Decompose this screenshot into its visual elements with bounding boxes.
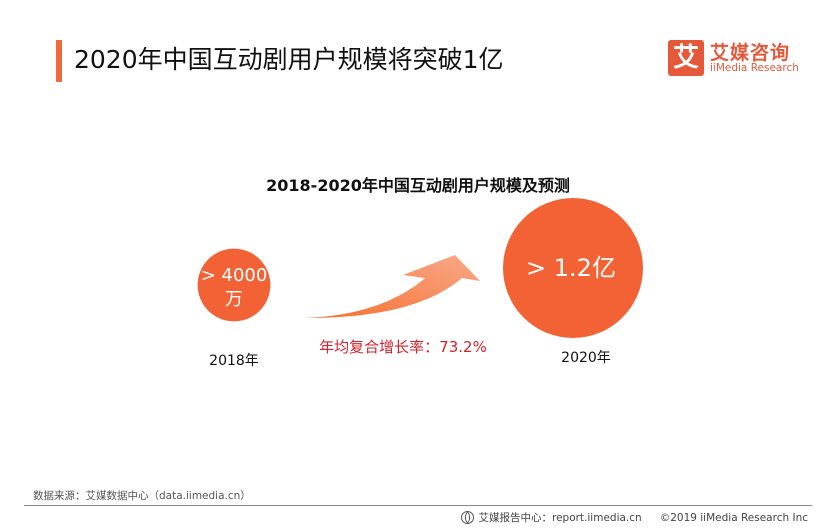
report-center: 艾媒报告中心：report.iimedia.cn	[478, 512, 642, 524]
footer-divider	[24, 505, 812, 506]
year-label-2020: 2020年	[561, 350, 611, 366]
bubble-2018	[197, 248, 271, 322]
chart-title: 2018-2020年中国互动剧用户规模及预测	[266, 176, 570, 195]
page-title: 2020年中国互动剧用户规模将突破1亿	[74, 45, 504, 74]
growth-arrow-icon	[305, 255, 480, 318]
iimedia-logo: 艾 艾媒咨询 iiMedia Research	[668, 40, 799, 80]
copyright: ©2019 iiMedia Research Inc	[659, 511, 808, 524]
bubble-2020-value: > 1.2亿	[526, 254, 616, 282]
data-source: 数据来源：艾媒数据中心（data.iimedia.cn）	[33, 490, 251, 502]
logo-icon: 艾	[668, 40, 704, 76]
footer: 艾媒报告中心：report.iimedia.cn ©2019 iiMedia R…	[461, 510, 808, 525]
bubble-2018-unit: 万	[225, 289, 243, 310]
year-label-2018: 2018年	[209, 353, 259, 369]
title-accent-bar	[56, 40, 62, 82]
cagr-label: 年均复合增长率：73.2%	[319, 338, 487, 356]
logo-name-en: iiMedia Research	[710, 62, 799, 74]
logo-name-cn: 艾媒咨询	[710, 42, 791, 64]
bubble-2020	[503, 198, 643, 338]
bubble-2018-value: > 4000	[201, 265, 268, 286]
globe-icon	[461, 511, 475, 524]
